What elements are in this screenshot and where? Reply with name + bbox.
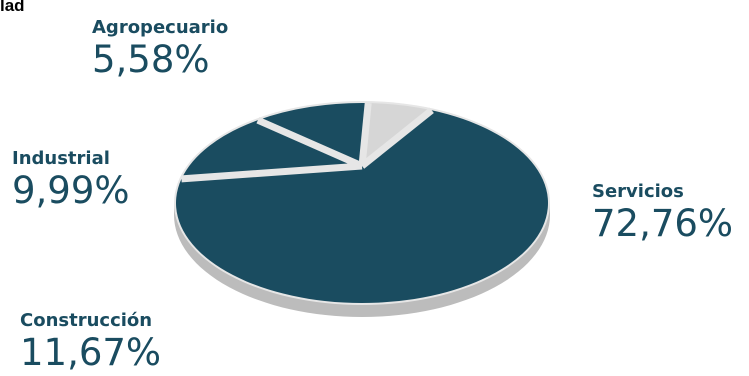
slice-name-servicios: Servicios	[592, 181, 684, 202]
pie-separator-servicios	[359, 107, 434, 169]
slice-label-servicios: Servicios 72,76%	[592, 181, 733, 245]
slice-value-industrial: 9,99%	[12, 169, 130, 212]
pie-separator-industrial	[256, 116, 364, 170]
chart-title-fragment: lad	[0, 0, 25, 15]
pie-slice-construccion	[181, 120, 362, 179]
slice-name-industrial: Industrial	[12, 148, 110, 169]
pie-slice-industrial	[257, 103, 369, 166]
slice-label-agropecuario: Agropecuario 5,58%	[92, 17, 228, 81]
slice-name-agropecuario: Agropecuario	[92, 17, 229, 38]
slice-label-construccion: Construcción 11,67%	[20, 310, 161, 374]
slice-value-construccion: 11,67%	[20, 331, 162, 374]
pie-slice-servicios	[176, 110, 548, 303]
pie-separator-construccion	[181, 162, 363, 183]
pie-separators	[181, 102, 434, 183]
pie-separator-agropecuario	[358, 102, 372, 167]
slice-value-agropecuario: 5,58%	[92, 38, 210, 81]
slice-name-construccion: Construcción	[20, 310, 153, 331]
slice-label-industrial: Industrial 9,99%	[12, 148, 130, 212]
slice-value-servicios: 72,76%	[592, 202, 734, 245]
pie-slices	[176, 103, 548, 303]
